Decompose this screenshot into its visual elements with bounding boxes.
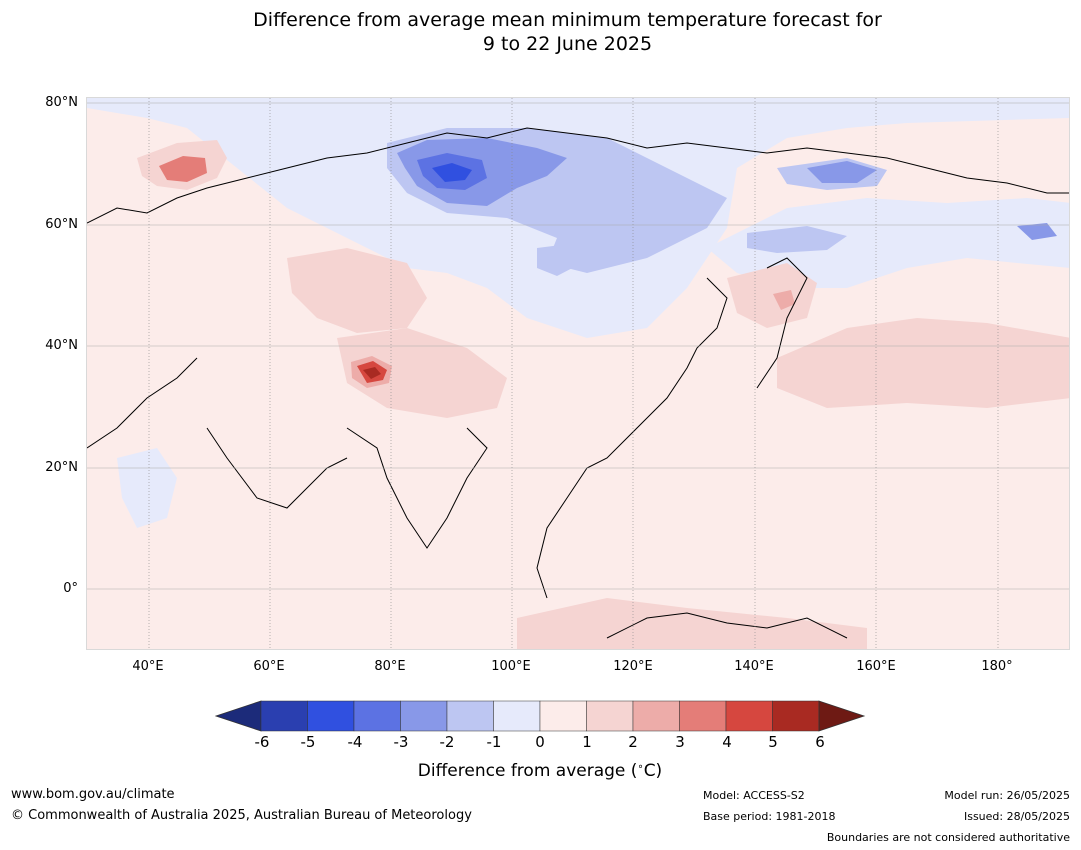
- warm-anomaly-karakoram-peak: [363, 367, 381, 379]
- warm-anomaly-manchuria-core: [773, 290, 795, 310]
- cool-anomaly-minus2-lake: [537, 243, 582, 276]
- lon-label-180: 180°: [981, 659, 1013, 674]
- cool-anomaly-minus2-east: [747, 226, 847, 253]
- colorbar-swatch: [539, 700, 587, 732]
- colorbar-tick-neg6: -6: [254, 733, 270, 751]
- colorbar-tick-neg1: -1: [486, 733, 502, 751]
- colorbar-tick-2: 2: [628, 733, 638, 751]
- warm-anomaly-manchuria: [727, 263, 817, 328]
- colorbar-tick-6: 6: [815, 733, 825, 751]
- colorbar-tick-3: 3: [675, 733, 685, 751]
- title-line-1: Difference from average mean minimum tem…: [253, 9, 882, 31]
- colorbar-swatch: [400, 700, 448, 732]
- warm-anomaly-scandinavia-core: [159, 156, 207, 182]
- colorbar-tick-5: 5: [768, 733, 778, 751]
- footer-base-period: Base period: 1981-2018: [703, 810, 836, 823]
- lon-label-120e: 120°E: [613, 659, 653, 674]
- colorbar-swatch: [493, 700, 541, 732]
- cool-anomaly-minus3-east: [807, 161, 877, 183]
- lon-label-60e: 60°E: [253, 659, 285, 674]
- footer-model-run: Model run: 26/05/2025: [944, 789, 1070, 802]
- colorbar-swatch: [353, 700, 401, 732]
- colorbar-label: Difference from average (∘C): [216, 761, 864, 781]
- footer-url[interactable]: www.bom.gov.au/climate: [11, 787, 175, 802]
- cool-anomaly-band-east: [707, 198, 1069, 288]
- lat-label-40n: 40°N: [45, 338, 78, 353]
- warm-anomaly-indonesia: [517, 598, 867, 649]
- colorbar-swatch: [307, 700, 355, 732]
- colorbar-tick-neg5: -5: [300, 733, 316, 751]
- lon-label-140e: 140°E: [734, 659, 774, 674]
- colorbar-tick-1: 1: [582, 733, 592, 751]
- colorbar-swatch: [772, 700, 820, 732]
- colorbar-extend-low: [215, 700, 262, 732]
- forecast-map: [86, 97, 1070, 650]
- colorbar-tick-neg4: -4: [347, 733, 363, 751]
- coastlines: [87, 127, 1069, 639]
- colorbar-swatch: [632, 700, 680, 732]
- graticule: [87, 98, 1069, 649]
- colorbar-tick-4: 4: [722, 733, 732, 751]
- colorbar-tick-0: 0: [535, 733, 545, 751]
- lon-label-160e: 160°E: [856, 659, 896, 674]
- colorbar-tick-neg2: -2: [439, 733, 455, 751]
- lat-label-0: 0°: [63, 581, 78, 596]
- colorbar-label-unit: C): [643, 761, 663, 781]
- cool-anomaly-minus5-siberia: [432, 163, 472, 182]
- colorbar-swatch: [725, 700, 773, 732]
- warm-anomaly-tibet: [337, 328, 507, 418]
- warm-anomaly-central-asia: [287, 248, 427, 333]
- lat-label-20n: 20°N: [45, 460, 78, 475]
- title-line-2: 9 to 22 June 2025: [482, 33, 653, 55]
- colorbar-swatch: [679, 700, 727, 732]
- warm-anomaly-pacific: [777, 318, 1069, 408]
- colorbar-extend-high: [818, 700, 866, 732]
- footer-disclaimer: Boundaries are not considered authoritat…: [826, 831, 1070, 844]
- map-title: Difference from average mean minimum tem…: [0, 8, 1081, 56]
- colorbar: [215, 700, 866, 732]
- footer-model: Model: ACCESS-S2: [703, 789, 805, 802]
- footer-copyright: © Commonwealth of Australia 2025, Austra…: [11, 808, 472, 823]
- lon-label-100e: 100°E: [491, 659, 531, 674]
- lat-label-80n: 80°N: [45, 95, 78, 110]
- anomaly-map-svg: [87, 98, 1069, 649]
- degree-symbol: ∘: [637, 761, 644, 773]
- lat-label-60n: 60°N: [45, 217, 78, 232]
- colorbar-swatch: [260, 700, 308, 732]
- colorbar-swatch: [446, 700, 494, 732]
- colorbar-swatch: [586, 700, 634, 732]
- colorbar-tick-neg3: -3: [393, 733, 409, 751]
- colorbar-label-text: Difference from average (: [417, 761, 638, 781]
- lon-label-80e: 80°E: [374, 659, 406, 674]
- footer-issued: Issued: 28/05/2025: [963, 810, 1070, 823]
- lon-label-40e: 40°E: [132, 659, 164, 674]
- cool-anomaly-minus3-kamchatka: [1017, 223, 1057, 240]
